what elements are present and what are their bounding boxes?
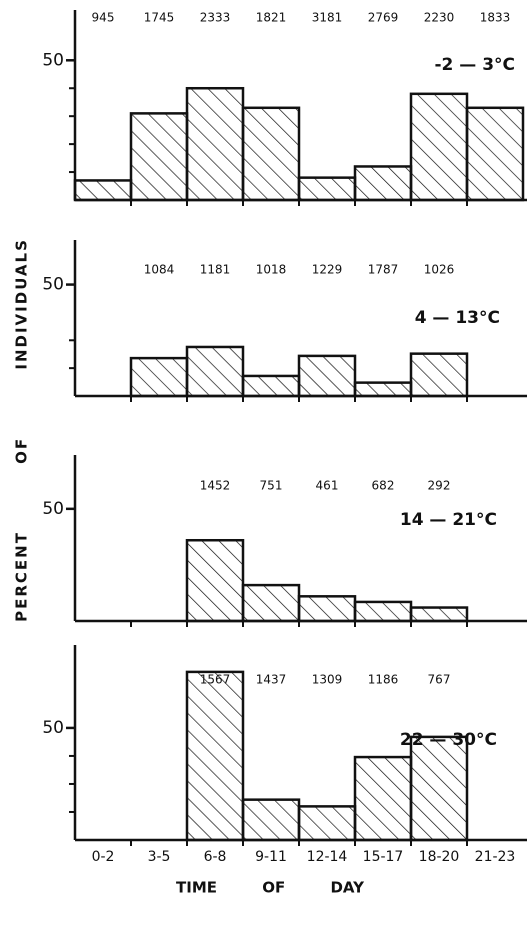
- bar: [185, 345, 245, 398]
- count-label: 1787: [368, 263, 399, 277]
- bar: [297, 595, 357, 623]
- bar: [129, 356, 189, 398]
- count-label: 292: [428, 479, 451, 493]
- count-label: 2230: [424, 11, 455, 25]
- temperature-label: 14 — 21°C: [400, 510, 497, 530]
- bar: [353, 755, 413, 842]
- bar: [241, 583, 301, 623]
- count-label: 461: [316, 479, 339, 493]
- bar: [465, 106, 525, 202]
- count-label: 1437: [256, 673, 287, 687]
- x-tick-label: 3-5: [148, 849, 171, 865]
- bar: [297, 354, 357, 398]
- x-axis-label: TIME OF DAY: [176, 879, 365, 897]
- count-label: 1567: [200, 673, 231, 687]
- temperature-label: 22 — 30°C: [400, 730, 497, 750]
- count-label: 1084: [144, 263, 175, 277]
- temperature-label: -2 — 3°C: [434, 55, 515, 75]
- bar: [353, 165, 413, 202]
- x-tick-label: 12-14: [307, 849, 348, 865]
- count-label: 1821: [256, 11, 287, 25]
- y-tick-label: 50: [42, 275, 64, 295]
- bar: [241, 374, 301, 398]
- x-tick-label: 15-17: [363, 849, 404, 865]
- bar: [409, 606, 469, 623]
- count-label: 2333: [200, 11, 231, 25]
- count-label: 1452: [200, 479, 231, 493]
- bar: [241, 798, 301, 842]
- bar: [129, 112, 189, 202]
- count-label: 682: [372, 479, 395, 493]
- count-label: 2769: [368, 11, 399, 25]
- y-axis-label: PERCENT OF INDIVIDUALS: [13, 238, 31, 622]
- count-label: 1026: [424, 263, 455, 277]
- y-tick-label: 50: [42, 499, 64, 519]
- count-label: 945: [92, 11, 115, 25]
- x-tick-label: 18-20: [419, 849, 460, 865]
- bar: [185, 538, 245, 623]
- count-label: 767: [428, 673, 451, 687]
- bar: [241, 106, 301, 202]
- count-label: 3181: [312, 11, 343, 25]
- count-label: 1745: [144, 11, 175, 25]
- count-label: 1018: [256, 263, 287, 277]
- bar: [353, 381, 413, 398]
- bar: [185, 86, 245, 202]
- count-label: 751: [260, 479, 283, 493]
- count-label: 1309: [312, 673, 343, 687]
- count-label: 1229: [312, 263, 343, 277]
- y-tick-label: 50: [42, 50, 64, 70]
- bar: [185, 670, 245, 842]
- y-tick-label: 50: [42, 718, 64, 738]
- bar: [353, 600, 413, 623]
- bar: [409, 352, 469, 398]
- x-tick-label: 6-8: [204, 849, 227, 865]
- count-label: 1181: [200, 263, 231, 277]
- temperature-label: 4 — 13°C: [415, 308, 500, 328]
- bar: [409, 92, 469, 202]
- count-label: 1833: [480, 11, 511, 25]
- count-label: 1186: [368, 673, 399, 687]
- x-tick-label: 21-23: [475, 849, 516, 865]
- bar: [73, 179, 133, 202]
- bar: [409, 735, 469, 842]
- x-tick-label: 0-2: [92, 849, 115, 865]
- x-tick-label: 9-11: [255, 849, 287, 865]
- bar: [297, 176, 357, 202]
- bar: [297, 805, 357, 842]
